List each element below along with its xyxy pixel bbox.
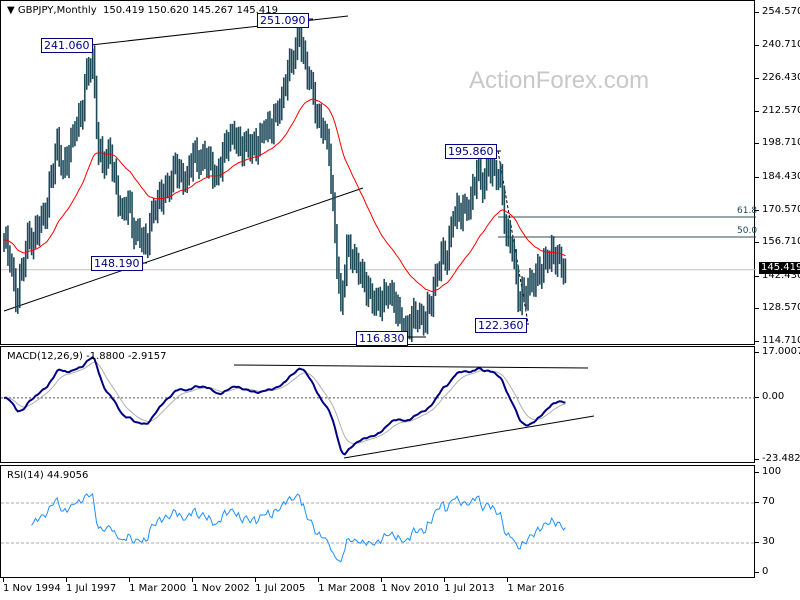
macd-upper-trendline <box>233 364 589 369</box>
axis-tick <box>3 578 4 582</box>
label-148190: 148.190 <box>91 256 143 271</box>
label-195860: 195.860 <box>445 144 497 159</box>
axis-tick <box>755 459 759 460</box>
fib-50-label: 50.0 <box>737 226 758 236</box>
axis-tick <box>444 578 446 582</box>
axis-tick <box>755 143 759 145</box>
rsi-title: RSI(14) 44.9056 <box>7 470 89 481</box>
axis-tick <box>755 308 759 310</box>
axis-tick <box>129 578 131 582</box>
lower-trendline <box>3 187 364 312</box>
macd-main-line <box>3 355 566 456</box>
time-axis-label: 1 Jul 2013 <box>444 583 495 594</box>
axis-tick <box>755 352 759 353</box>
price-axis-label: 114.710 <box>762 335 800 346</box>
macd-chart <box>1 355 756 459</box>
axis-tick <box>755 341 759 342</box>
axis-tick <box>755 472 759 473</box>
moving-average-line <box>3 98 566 292</box>
axis-tick <box>755 275 759 277</box>
axis-tick <box>755 176 759 178</box>
price-axis-label: 240.710 <box>762 38 800 50</box>
axis-tick <box>755 502 759 503</box>
ohlc-readout: 150.419 150.620 145.267 145.419 <box>102 5 278 16</box>
axis-tick <box>755 12 759 13</box>
axis-tick <box>755 396 759 398</box>
time-axis-label: 1 Mar 2016 <box>507 583 565 594</box>
axis-tick <box>755 44 759 46</box>
axis-tick <box>381 578 383 582</box>
macd-axis-label: -23.4823 <box>762 453 800 464</box>
label-122360: 122.360 <box>475 318 527 333</box>
axis-tick <box>755 110 759 112</box>
price-axis-label: 184.430 <box>762 170 800 182</box>
macd-panel: MACD(12,26,9) -1.8800 -2.9157 <box>0 346 756 463</box>
label-116830: 116.830 <box>356 331 408 346</box>
time-axis-label: 1 Mar 2008 <box>318 583 376 594</box>
axis-tick <box>66 578 68 582</box>
axis-tick <box>755 242 759 244</box>
price-axis-label: 254.570 <box>762 6 800 17</box>
upper-trendline <box>90 15 349 46</box>
rsi-panel: RSI(14) 44.9056 <box>0 465 756 578</box>
axis-tick <box>192 578 194 582</box>
rsi-axis-label: 70 <box>762 496 775 507</box>
rsi-axis-label: 0 <box>762 566 769 577</box>
current-price-marker: 145.419 <box>759 262 800 274</box>
price-axis-label: 226.430 <box>762 72 800 84</box>
label-241060: 241.060 <box>41 38 93 53</box>
time-axis-label: 1 Nov 2010 <box>381 583 439 594</box>
macd-axis-label: 17.0007 <box>762 346 800 357</box>
label-251090: 251.090 <box>257 13 309 28</box>
axis-tick <box>255 578 257 582</box>
macd-lower-trendline <box>343 415 595 459</box>
macd-title: MACD(12,26,9) -1.8800 -2.9157 <box>7 351 167 362</box>
rsi-line <box>31 492 566 563</box>
price-axis-label: 142.430 <box>762 269 800 281</box>
time-axis-label: 1 Nov 1994 <box>3 583 61 594</box>
price-axis-label: 156.710 <box>762 236 800 248</box>
fib-61-8-label: 61.8 <box>737 206 758 216</box>
rsi-axis-label: 100 <box>762 466 782 477</box>
price-axis-label: 128.570 <box>762 302 800 314</box>
price-axis-label: 198.710 <box>762 137 800 149</box>
time-axis-label: 1 Jul 2005 <box>255 583 306 594</box>
price-axis-label: 170.570 <box>762 203 800 215</box>
axis-tick <box>755 78 759 80</box>
price-panel: ActionForex.com ▼ GBPJPY,Monthly 150.419… <box>0 0 758 346</box>
axis-tick <box>318 578 320 582</box>
time-axis-label: 1 Jul 1997 <box>66 583 117 594</box>
rsi-axis-label: 30 <box>762 536 775 547</box>
axis-tick <box>755 209 759 211</box>
price-title: ▼ GBPJPY,Monthly 150.419 150.620 145.267… <box>7 5 278 16</box>
price-chart <box>1 15 756 343</box>
macd-signal-line <box>3 361 566 445</box>
price-axis-label: 212.570 <box>762 104 800 116</box>
watermark: ActionForex.com <box>469 67 650 94</box>
symbol-timeframe: GBPJPY,Monthly <box>17 5 97 16</box>
axis-tick <box>755 542 759 543</box>
time-axis-label: 1 Nov 2002 <box>192 583 250 594</box>
macd-axis-label: 0.00 <box>762 390 785 402</box>
axis-tick <box>507 578 509 582</box>
rsi-chart <box>1 492 756 563</box>
axis-tick <box>755 572 759 573</box>
time-axis-label: 1 Mar 2000 <box>129 583 187 594</box>
dropdown-arrow-icon[interactable]: ▼ <box>7 5 15 16</box>
